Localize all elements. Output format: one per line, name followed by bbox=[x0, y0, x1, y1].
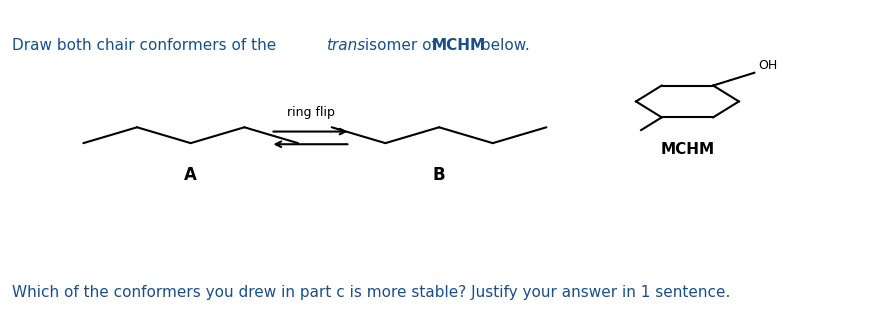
Text: MCHM: MCHM bbox=[431, 38, 486, 53]
Text: trans: trans bbox=[326, 38, 365, 53]
Text: MCHM: MCHM bbox=[659, 142, 714, 157]
Text: B: B bbox=[432, 165, 445, 184]
Text: isomer of: isomer of bbox=[360, 38, 441, 53]
Text: below.: below. bbox=[476, 38, 530, 53]
Text: Draw both chair conformers of the: Draw both chair conformers of the bbox=[12, 38, 280, 53]
Text: ring flip: ring flip bbox=[286, 106, 334, 119]
Text: Which of the conformers you drew in part c is more stable? Justify your answer i: Which of the conformers you drew in part… bbox=[12, 285, 729, 300]
Text: A: A bbox=[184, 165, 197, 184]
Text: OH: OH bbox=[758, 59, 777, 72]
